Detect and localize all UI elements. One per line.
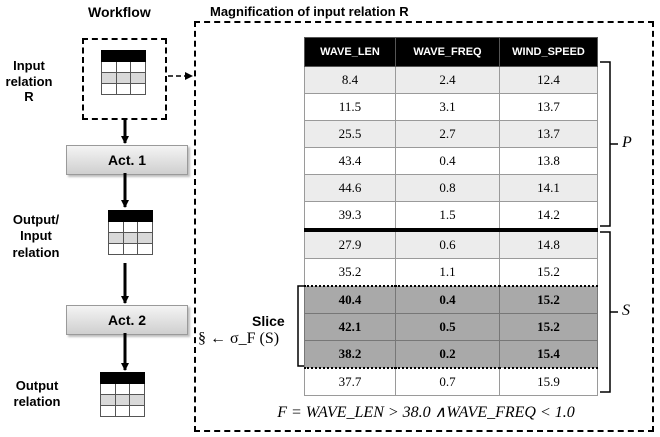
table-cell: 1.1 [395,258,500,287]
table-cell: 37.7 [304,367,396,396]
magnification-title: Magnification of input relation R [210,4,409,19]
table-row: 25.5 2.7 13.7 [304,120,598,148]
table-cell: 0.4 [395,147,500,175]
table-cell: 0.8 [395,174,500,202]
input-relation-dashed-box [82,38,167,120]
table-cell: 0.4 [395,285,500,314]
table-cell: 15.2 [499,285,598,314]
table-cell: 11.5 [304,93,396,121]
table-cell: 15.9 [499,367,598,396]
act-1-box: Act. 1 [66,145,188,175]
slice-bracket [297,285,304,367]
brace-p [600,61,618,227]
table-cell: 38.2 [304,340,396,369]
table-cell: 27.9 [304,229,396,259]
table-cell: 8.4 [304,66,396,94]
table-cell: 0.2 [395,340,500,369]
slice-expression: § ← σ_F (S) [198,330,280,347]
input-relation-table-icon [101,50,146,95]
magnification-panel [194,21,654,432]
table-cell: 25.5 [304,120,396,148]
selection-formula: F = WAVE_LEN > 38.0 ∧WAVE_FREQ < 1.0 [277,404,575,421]
table-row-slice: 42.1 0.5 15.2 [304,313,598,341]
partition-p-label: P [622,134,632,151]
table-cell: 15.2 [499,313,598,341]
table-cell: 43.4 [304,147,396,175]
table-cell: 13.7 [499,93,598,121]
table-row: 11.5 3.1 13.7 [304,93,598,121]
table-row: 39.3 1.5 14.2 [304,201,598,231]
workflow-title: Workflow [88,4,151,20]
table-cell: 13.7 [499,120,598,148]
relation-table: WAVE_LEN WAVE_FREQ WIND_SPEED 8.4 2.4 12.4… [304,37,598,396]
table-cell: 15.4 [499,340,598,369]
table-cell: 35.2 [304,258,396,287]
table-cell: 12.4 [499,66,598,94]
output-input-relation-table-icon [108,210,153,255]
table-row: 35.2 1.1 15.2 [304,258,598,287]
table-cell: 14.1 [499,174,598,202]
slice-label: Slice [252,313,285,329]
act-2-box: Act. 2 [66,305,188,335]
table-cell: 13.8 [499,147,598,175]
table-row: 27.9 0.6 14.8 [304,229,598,259]
table-cell: 1.5 [395,201,500,231]
table-row: 8.4 2.4 12.4 [304,66,598,94]
table-row: 37.7 0.7 15.9 [304,367,598,396]
table-cell: 0.6 [395,229,500,259]
table-cell: 0.5 [395,313,500,341]
brace-s [600,231,618,393]
table-row-slice: 40.4 0.4 15.2 [304,285,598,314]
output-relation-label: Output relation [13,378,61,409]
table-cell: 2.7 [395,120,500,148]
column-header: WIND_SPEED [499,37,598,67]
table-cell: 3.1 [395,93,500,121]
column-header: WAVE_LEN [304,37,396,67]
output-relation-table-icon [100,372,145,417]
table-cell: 2.4 [395,66,500,94]
table-cell: 0.7 [395,367,500,396]
table-cell: 39.3 [304,201,396,231]
table-cell: 40.4 [304,285,396,314]
table-cell: 14.2 [499,201,598,231]
table-row: 43.4 0.4 13.8 [304,147,598,175]
table-cell: 15.2 [499,258,598,287]
table-cell: 42.1 [304,313,396,341]
table-cell: 14.8 [499,229,598,259]
output-input-relation-label: Output/ Input relation [12,212,60,260]
input-relation-label: Input relation R [5,58,53,105]
table-row: 44.6 0.8 14.1 [304,174,598,202]
column-header: WAVE_FREQ [395,37,500,67]
partition-s-label: S [622,302,630,319]
table-row-slice: 38.2 0.2 15.4 [304,340,598,369]
table-cell: 44.6 [304,174,396,202]
